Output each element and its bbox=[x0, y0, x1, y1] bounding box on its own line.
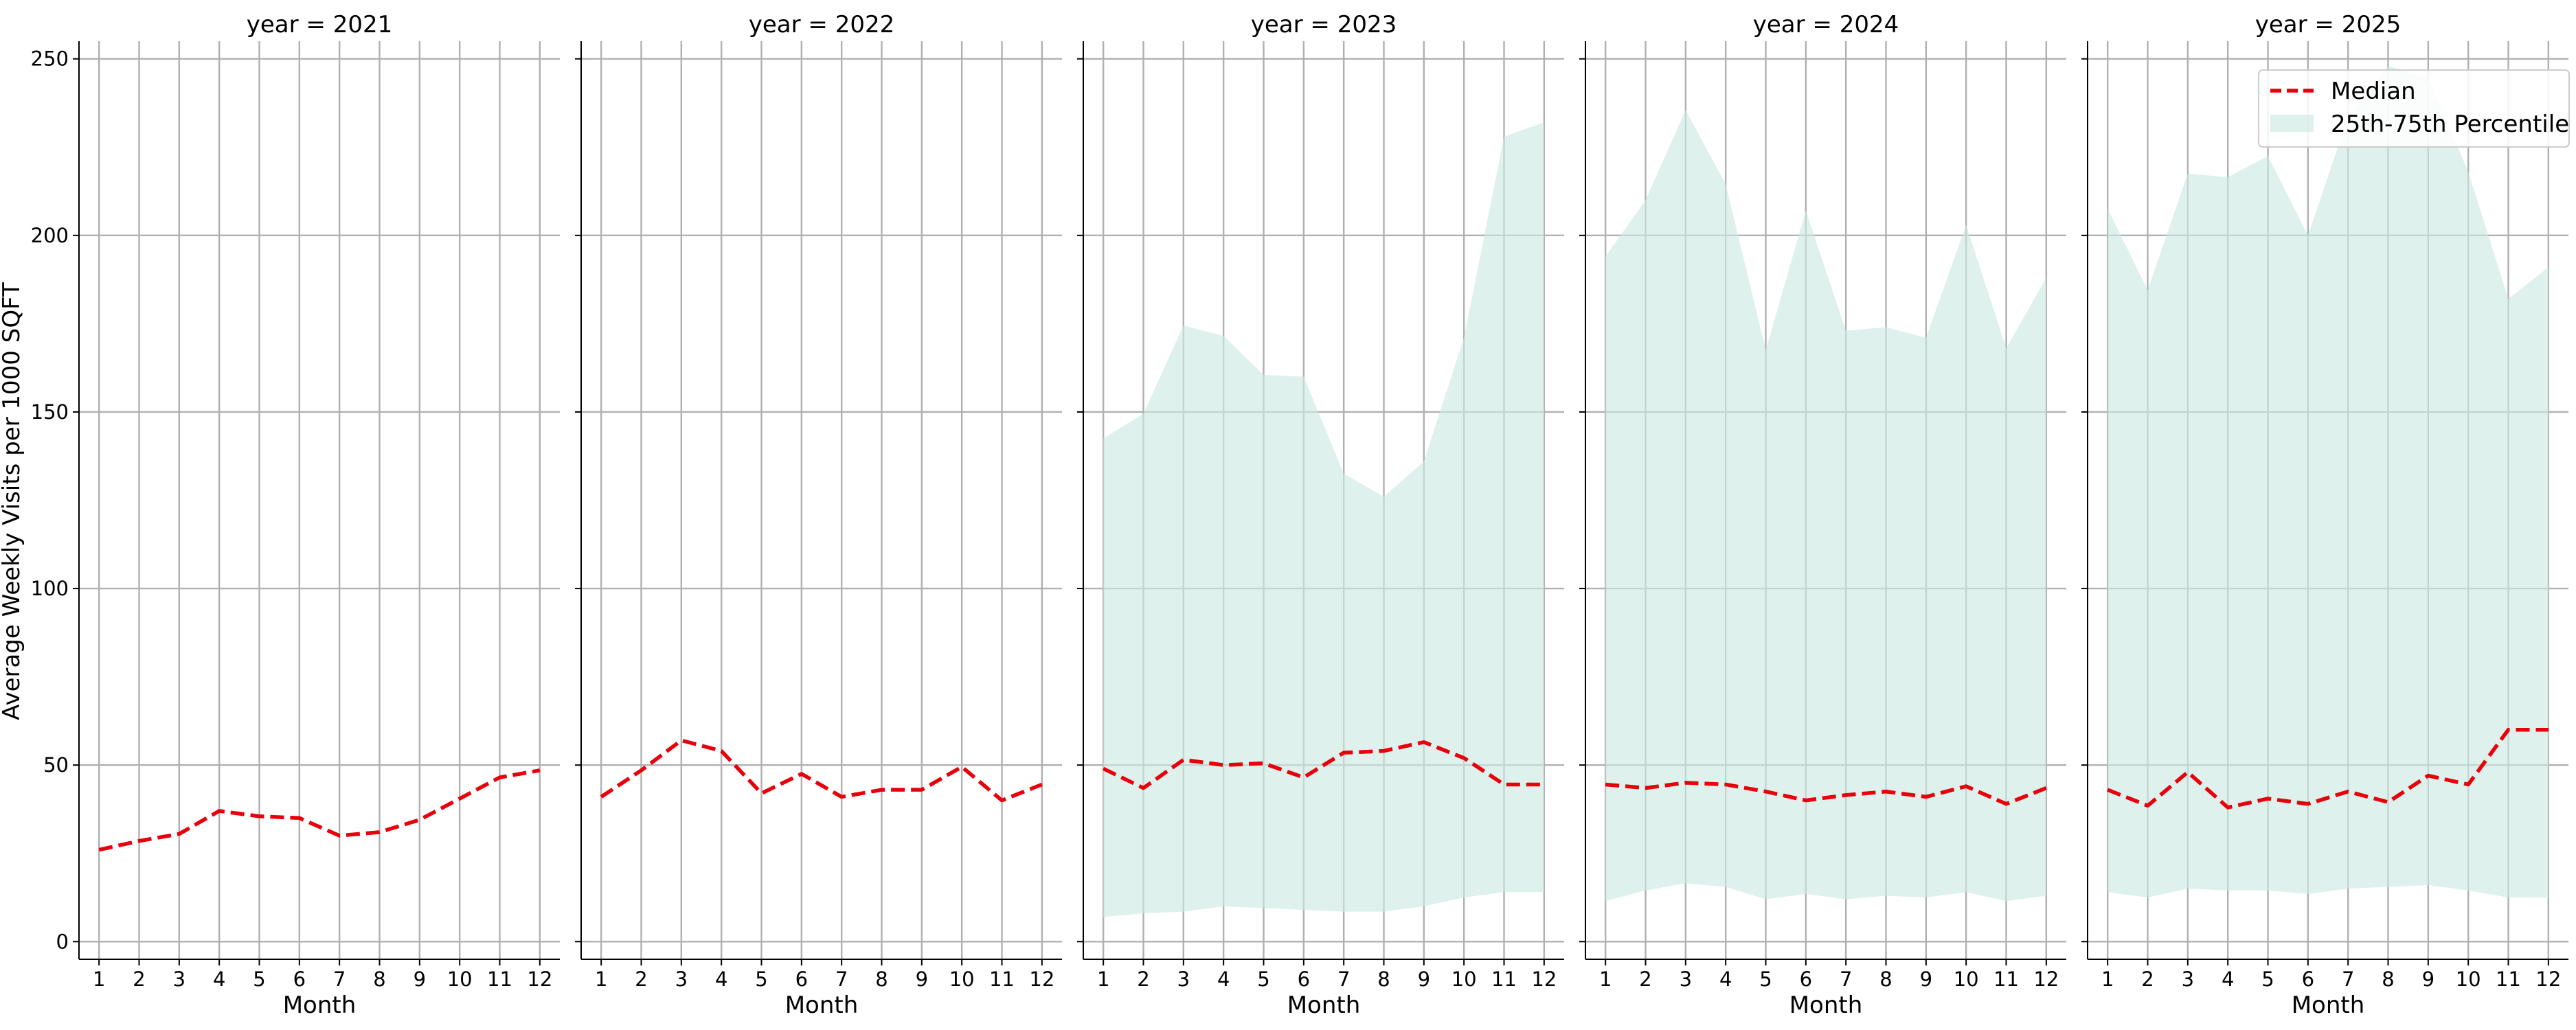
x-tick-label: 8 bbox=[1879, 968, 1892, 991]
x-tick-label: 9 bbox=[1418, 968, 1430, 991]
percentile-band-2024 bbox=[1605, 110, 2046, 902]
facet-title: year = 2023 bbox=[1251, 11, 1397, 38]
x-tick-label: 4 bbox=[1217, 968, 1230, 991]
x-tick-label: 11 bbox=[2496, 968, 2521, 991]
x-tick-label: 12 bbox=[1029, 968, 1054, 991]
median-line-2024 bbox=[1605, 781, 2047, 806]
x-tick-label: 5 bbox=[253, 968, 265, 991]
x-tick-label: 2 bbox=[2141, 968, 2154, 991]
facet-title: year = 2022 bbox=[749, 11, 894, 38]
x-tick-label: 10 bbox=[447, 968, 473, 991]
x-tick-label: 1 bbox=[1599, 968, 1612, 991]
x-axis-label: Month bbox=[1789, 992, 1863, 1019]
x-tick-label: 11 bbox=[487, 968, 512, 991]
x-tick-label: 10 bbox=[1451, 968, 1477, 991]
x-tick-label: 4 bbox=[2222, 968, 2234, 991]
x-axis-label: Month bbox=[2292, 992, 2365, 1019]
x-tick-label: 6 bbox=[1298, 968, 1310, 991]
x-tick-label: 7 bbox=[333, 968, 346, 991]
x-tick-label: 4 bbox=[213, 968, 225, 991]
y-tick-label: 0 bbox=[56, 930, 69, 953]
x-tick-label: 7 bbox=[1840, 968, 1852, 991]
y-tick-label: 50 bbox=[43, 753, 69, 777]
median-line-2023 bbox=[1102, 740, 1544, 790]
x-tick-label: 2 bbox=[1137, 968, 1149, 991]
x-tick-label: 3 bbox=[2182, 968, 2194, 991]
legend-median-label: Median bbox=[2331, 78, 2416, 105]
x-tick-label: 4 bbox=[1719, 968, 1732, 991]
x-tick-label: 9 bbox=[2422, 968, 2434, 991]
legend-box bbox=[2258, 69, 2570, 148]
legend: Median 25th-75th Percentile bbox=[2258, 69, 2570, 148]
median-line-2025 bbox=[2107, 728, 2549, 810]
x-tick-label: 12 bbox=[527, 968, 552, 991]
x-tick-label: 1 bbox=[595, 968, 607, 991]
x-tick-label: 8 bbox=[2382, 968, 2394, 991]
x-tick-label: 6 bbox=[293, 968, 306, 991]
x-tick-label: 6 bbox=[795, 968, 808, 991]
x-tick-label: 11 bbox=[1491, 968, 1517, 991]
facet-title: year = 2024 bbox=[1753, 11, 1899, 38]
x-tick-label: 5 bbox=[755, 968, 767, 991]
y-tick-label: 150 bbox=[31, 400, 69, 424]
legend-band-swatch bbox=[2270, 115, 2314, 132]
y-tick-label: 100 bbox=[31, 577, 69, 600]
x-tick-label: 9 bbox=[414, 968, 426, 991]
x-tick-label: 8 bbox=[1377, 968, 1390, 991]
x-tick-label: 9 bbox=[1920, 968, 1932, 991]
y-tick-label: 200 bbox=[31, 224, 69, 247]
x-tick-label: 2 bbox=[133, 968, 145, 991]
x-tick-label: 2 bbox=[1639, 968, 1651, 991]
median-line-2021 bbox=[98, 768, 541, 852]
x-tick-label: 7 bbox=[2342, 968, 2354, 991]
x-tick-label: 11 bbox=[989, 968, 1015, 991]
x-tick-label: 12 bbox=[2033, 968, 2059, 991]
x-tick-label: 3 bbox=[173, 968, 185, 991]
x-tick-label: 8 bbox=[875, 968, 888, 991]
x-tick-label: 5 bbox=[1759, 968, 1772, 991]
x-tick-label: 7 bbox=[835, 968, 848, 991]
x-tick-label: 8 bbox=[373, 968, 385, 991]
gridlines bbox=[581, 41, 1062, 959]
x-tick-label: 5 bbox=[2261, 968, 2274, 991]
facet-title: year = 2025 bbox=[2255, 11, 2401, 38]
y-tick-label: 250 bbox=[31, 47, 69, 71]
x-tick-label: 10 bbox=[1954, 968, 1979, 991]
percentile-band-2023 bbox=[1103, 122, 1544, 917]
x-tick-label: 4 bbox=[715, 968, 727, 991]
legend-band-label: 25th-75th Percentile bbox=[2331, 111, 2569, 138]
x-tick-label: 1 bbox=[1097, 968, 1109, 991]
x-tick-label: 7 bbox=[1337, 968, 1350, 991]
gridlines bbox=[79, 41, 560, 959]
x-tick-label: 9 bbox=[916, 968, 928, 991]
x-tick-label: 6 bbox=[2302, 968, 2314, 991]
x-tick-label: 6 bbox=[1800, 968, 1812, 991]
x-tick-label: 12 bbox=[2535, 968, 2561, 991]
x-tick-label: 12 bbox=[1531, 968, 1557, 991]
median-line-2022 bbox=[600, 738, 1043, 803]
x-tick-label: 2 bbox=[635, 968, 647, 991]
x-tick-label: 5 bbox=[1257, 968, 1269, 991]
x-tick-label: 10 bbox=[2456, 968, 2481, 991]
x-tick-label: 1 bbox=[2101, 968, 2114, 991]
x-axis-label: Month bbox=[785, 992, 859, 1019]
x-tick-label: 1 bbox=[93, 968, 105, 991]
x-tick-label: 3 bbox=[675, 968, 688, 991]
x-tick-label: 3 bbox=[1680, 968, 1692, 991]
facet-title: year = 2021 bbox=[247, 11, 392, 38]
x-tick-label: 3 bbox=[1177, 968, 1190, 991]
x-tick-label: 11 bbox=[1993, 968, 2019, 991]
x-axis-label: Month bbox=[1287, 992, 1361, 1019]
y-axis-label: Average Weekly Visits per 1000 SQFT bbox=[0, 282, 25, 720]
x-tick-label: 10 bbox=[949, 968, 975, 991]
x-axis-label: Month bbox=[283, 992, 357, 1019]
percentile-band-2025 bbox=[2108, 65, 2549, 898]
